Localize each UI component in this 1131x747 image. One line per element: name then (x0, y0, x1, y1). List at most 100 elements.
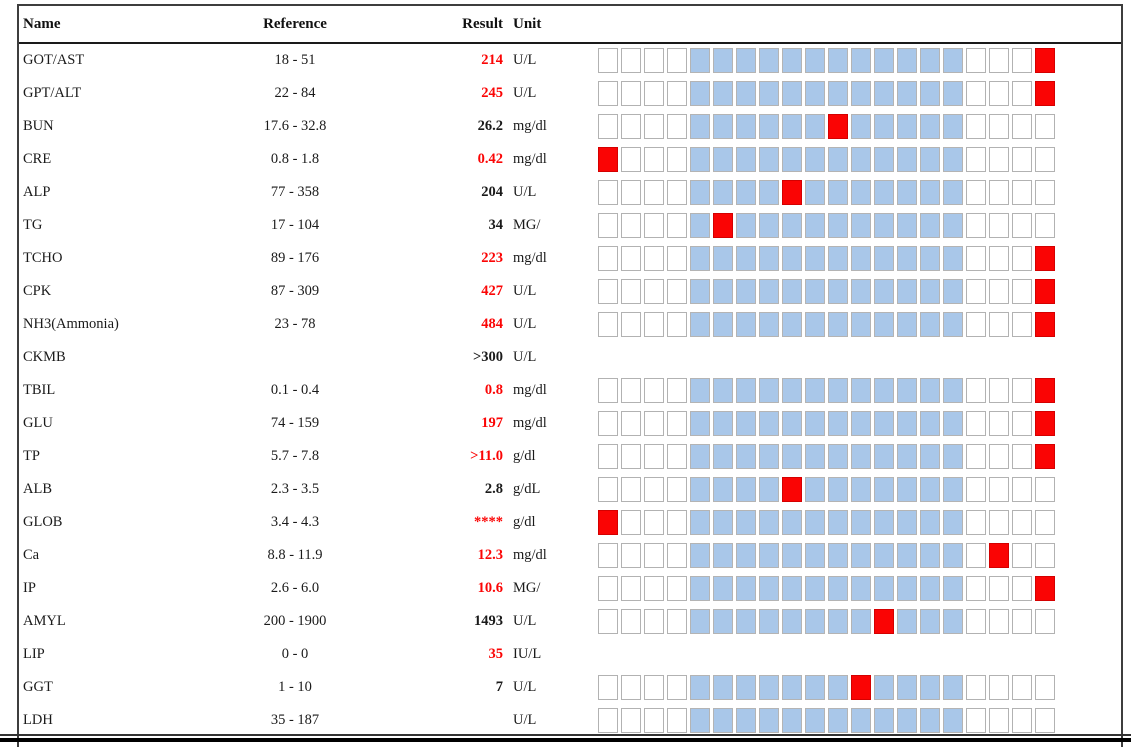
range-cell (805, 675, 825, 700)
range-cell (897, 576, 917, 601)
lab-row: LDH 35 - 187 U/L (19, 704, 1121, 737)
range-cell (667, 708, 687, 733)
range-cell (1035, 147, 1055, 172)
range-cell (690, 576, 710, 601)
range-cell (782, 114, 802, 139)
range-cell (598, 378, 618, 403)
range-cell (989, 378, 1009, 403)
range-cell (874, 576, 894, 601)
reference-range: 17 - 104 (270, 217, 320, 233)
range-cell (943, 147, 963, 172)
lab-row: GGT 1 - 10 7 U/L (19, 671, 1121, 704)
range-cell (828, 543, 848, 568)
range-bar (598, 180, 1055, 205)
range-cell (759, 312, 779, 337)
result-marker (1035, 411, 1055, 436)
analyte-name: LDH (23, 712, 53, 728)
result-value: **** (474, 514, 503, 530)
range-cell (621, 213, 641, 238)
range-cell (713, 180, 733, 205)
range-cell (690, 378, 710, 403)
range-cell (713, 708, 733, 733)
range-cell (713, 312, 733, 337)
result-unit: mg/dl (513, 151, 547, 167)
range-cell (920, 114, 940, 139)
reference-range: 18 - 51 (274, 52, 316, 68)
range-cell (874, 180, 894, 205)
range-cell (966, 609, 986, 634)
range-cell (874, 81, 894, 106)
result-value: 26.2 (477, 118, 503, 134)
range-cell (920, 48, 940, 73)
range-cell (920, 444, 940, 469)
range-cell (736, 147, 756, 172)
range-cell (1035, 180, 1055, 205)
range-bar (598, 708, 1055, 733)
range-cell (690, 543, 710, 568)
range-cell (874, 147, 894, 172)
range-cell (1012, 477, 1032, 502)
range-cell (621, 147, 641, 172)
analyte-name: IP (23, 580, 36, 596)
range-bar (598, 444, 1055, 469)
range-cell (897, 609, 917, 634)
range-cell (851, 213, 871, 238)
range-cell (713, 543, 733, 568)
analyte-name: TBIL (23, 382, 56, 398)
range-bar (598, 213, 1055, 238)
range-cell (828, 510, 848, 535)
range-cell (874, 444, 894, 469)
range-cell (897, 675, 917, 700)
range-cell (989, 81, 1009, 106)
range-cell (874, 675, 894, 700)
range-cell (713, 279, 733, 304)
range-cell (644, 675, 664, 700)
range-cell (920, 147, 940, 172)
range-cell (667, 81, 687, 106)
range-cell (943, 312, 963, 337)
range-cell (897, 246, 917, 271)
range-cell (713, 609, 733, 634)
range-cell (667, 180, 687, 205)
range-cell (828, 312, 848, 337)
result-marker (874, 609, 894, 634)
header-result: Result (462, 16, 503, 32)
range-cell (644, 279, 664, 304)
range-cell (805, 312, 825, 337)
range-cell (828, 444, 848, 469)
result-unit: U/L (513, 52, 537, 68)
result-value: 2.8 (484, 481, 503, 497)
range-cell (851, 246, 871, 271)
range-cell (759, 213, 779, 238)
range-cell (759, 444, 779, 469)
range-cell (989, 180, 1009, 205)
range-cell (621, 708, 641, 733)
analyte-name: CPK (23, 283, 52, 299)
range-cell (736, 708, 756, 733)
lab-row: LIP 0 - 0 35 IU/L (19, 638, 1121, 671)
lab-row: TCHO 89 - 176 223 mg/dl (19, 242, 1121, 275)
range-cell (782, 213, 802, 238)
range-cell (805, 147, 825, 172)
range-cell (989, 114, 1009, 139)
range-cell (644, 81, 664, 106)
reference-range: 1 - 10 (278, 679, 312, 695)
range-cell (943, 411, 963, 436)
result-marker (1035, 246, 1055, 271)
range-cell (989, 477, 1009, 502)
bottom-rule-thin (0, 734, 1131, 736)
range-cell (966, 180, 986, 205)
range-cell (966, 312, 986, 337)
lab-row: NH3(Ammonia) 23 - 78 484 U/L (19, 308, 1121, 341)
range-cell (598, 576, 618, 601)
range-cell (759, 675, 779, 700)
range-cell (851, 279, 871, 304)
result-marker (989, 543, 1009, 568)
range-cell (690, 675, 710, 700)
range-cell (667, 279, 687, 304)
range-cell (667, 675, 687, 700)
range-cell (621, 411, 641, 436)
header-unit: Unit (513, 16, 542, 32)
range-cell (736, 576, 756, 601)
result-marker (828, 114, 848, 139)
